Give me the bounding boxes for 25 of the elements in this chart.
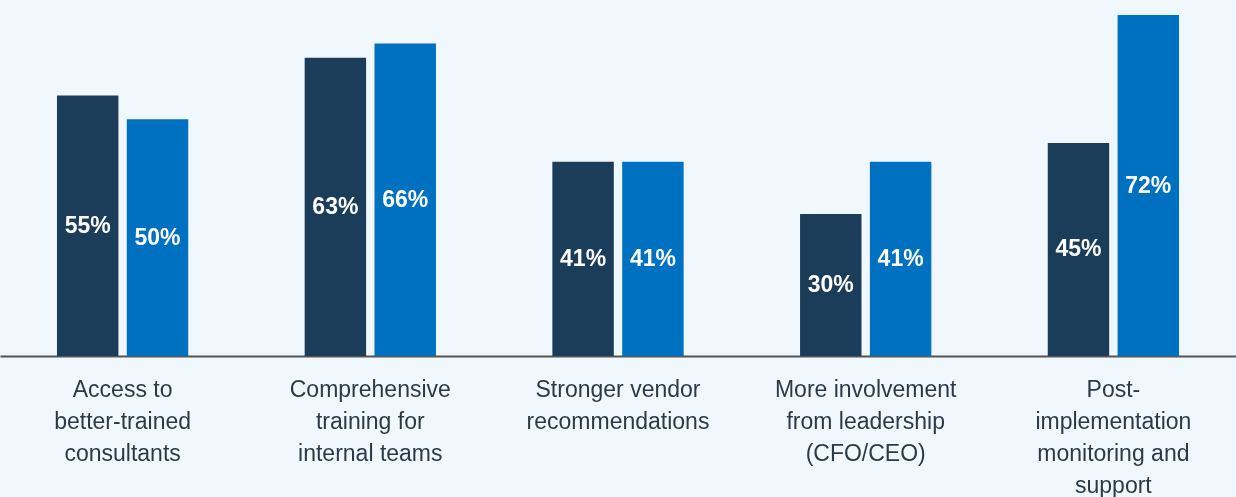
bar bbox=[869, 161, 932, 356]
bar bbox=[800, 213, 862, 356]
data-label: 41% bbox=[629, 244, 676, 271]
x-tick-label: Comprehensive training for internal teams bbox=[289, 375, 451, 466]
bar bbox=[304, 57, 367, 356]
bar bbox=[126, 119, 189, 356]
data-label: 72% bbox=[1125, 171, 1172, 198]
x-tick-label: Stronger vendor recommendations bbox=[526, 375, 710, 434]
x-tick-label: Access to better-trained consultants bbox=[54, 375, 192, 466]
bar bbox=[1117, 15, 1180, 356]
x-tick-label: More involvement from leadership (CFO/CEO) bbox=[774, 375, 958, 466]
bar bbox=[552, 161, 614, 356]
x-tick-label: Post-implementation monitoring and support bbox=[1035, 375, 1192, 497]
data-label: 30% bbox=[807, 270, 854, 297]
bar bbox=[374, 43, 436, 356]
data-label: 66% bbox=[382, 185, 429, 212]
bar bbox=[1047, 142, 1110, 356]
data-label: 55% bbox=[64, 211, 111, 238]
bar bbox=[622, 161, 684, 356]
data-label: 50% bbox=[134, 223, 181, 250]
data-label: 45% bbox=[1055, 235, 1102, 262]
bar bbox=[56, 95, 119, 356]
data-label: 63% bbox=[312, 192, 359, 219]
data-label: 41% bbox=[560, 244, 607, 271]
data-label: 41% bbox=[877, 244, 924, 271]
